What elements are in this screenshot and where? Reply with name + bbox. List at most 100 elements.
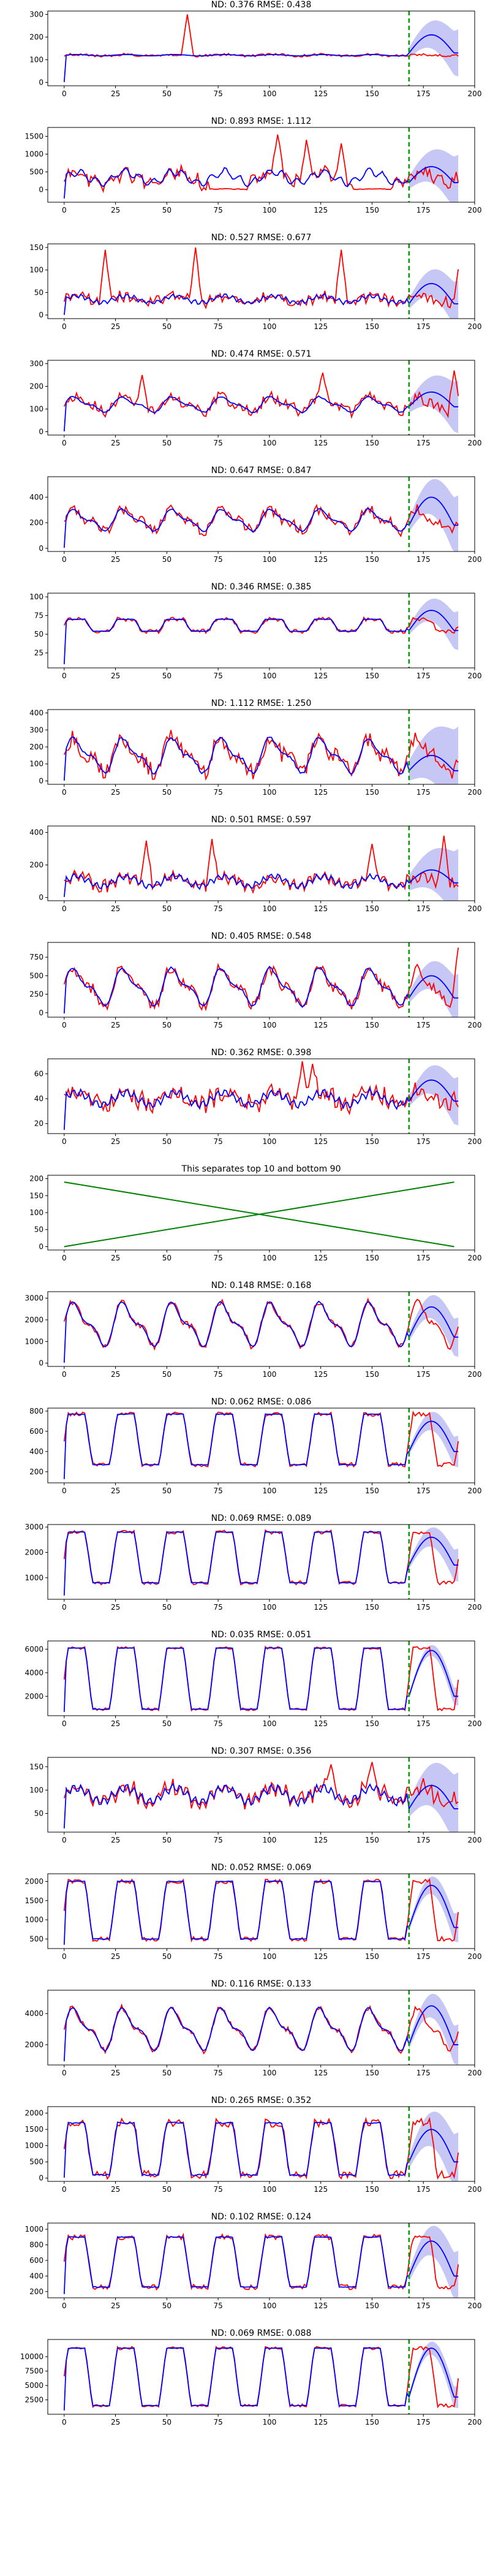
x-tick-label: 0 — [62, 1487, 67, 1495]
plot-area — [63, 1990, 459, 2065]
subplot-16: ND: 0.307 RMSE: 0.356 0 25 50 75 100 125 150 175… — [29, 1746, 481, 1844]
x-tick-label: 200 — [468, 2301, 482, 2310]
x-tick-label: 100 — [262, 2301, 276, 2310]
forecast-line — [63, 2121, 459, 2178]
x-tick-label: 25 — [111, 439, 120, 447]
confidence-band — [409, 961, 459, 1017]
axes-frame — [47, 360, 475, 436]
subplot-6: ND: 0.346 RMSE: 0.385 0 25 50 75 100 125 150 175… — [29, 582, 481, 680]
subplot-20: ND: 0.102 RMSE: 0.124 0 25 50 75 100 125 150 175… — [24, 2212, 481, 2310]
x-tick-label: 50 — [162, 1137, 172, 1146]
axes-frame — [47, 1407, 475, 1483]
y-tick-label: 1000 — [24, 1574, 43, 1582]
subplot-2: ND: 0.893 RMSE: 1.112 0 25 50 75 100 125 150 175… — [24, 116, 481, 214]
x-tick-label: 100 — [262, 89, 276, 98]
x-tick-label: 75 — [213, 1254, 222, 1262]
y-tick-label: 0 — [39, 1242, 43, 1251]
y-tick-label: 500 — [29, 168, 43, 176]
x-tick-label: 75 — [213, 2069, 222, 2077]
plot-area — [63, 593, 459, 668]
x-tick-label: 150 — [365, 788, 379, 797]
x-tick-label: 50 — [162, 672, 172, 680]
y-tick-label: 600 — [29, 1427, 43, 1436]
x-tick-label: 0 — [62, 1836, 67, 1844]
y-tick-label: 1000 — [24, 1915, 43, 1924]
y-tick-label: 20 — [34, 1119, 43, 1128]
x-tick-label: 175 — [417, 555, 431, 564]
x-tick-label: 125 — [314, 2185, 328, 2194]
x-tick-label: 175 — [417, 1021, 431, 1029]
subplot-17: ND: 0.052 RMSE: 0.069 0 25 50 75 100 125 150 175… — [24, 1863, 481, 1961]
subplot-12: ND: 0.148 RMSE: 0.168 0 25 50 75 100 125 150 175… — [24, 1281, 481, 1379]
x-tick-label: 200 — [468, 555, 482, 564]
y-tick-label: 1500 — [24, 1896, 43, 1905]
x-tick-label: 0 — [62, 1370, 67, 1379]
confidence-band — [409, 479, 459, 551]
x-tick-label: 0 — [62, 2301, 67, 2310]
confidence-band — [409, 1876, 459, 1942]
x-tick-label: 25 — [111, 788, 120, 797]
x-tick-label: 75 — [213, 1603, 222, 1612]
y-tick-label: 2000 — [24, 2040, 43, 2049]
x-tick-label: 200 — [468, 2185, 482, 2194]
forecast-line — [63, 736, 459, 781]
x-tick-label: 125 — [314, 89, 328, 98]
confidence-band — [409, 1645, 459, 1706]
x-tick-label: 50 — [162, 439, 172, 447]
y-tick-label: 25 — [34, 649, 43, 657]
x-tick-label: 100 — [262, 1370, 276, 1379]
x-tick-label: 50 — [162, 1370, 172, 1379]
y-tick-label: 200 — [29, 518, 43, 527]
x-tick-label: 175 — [417, 206, 431, 214]
x-tick-label: 150 — [365, 2069, 379, 2077]
x-tick-label: 100 — [262, 2185, 276, 2194]
subplot-title: ND: 0.062 RMSE: 0.086 — [211, 1397, 312, 1407]
y-tick-label: 0 — [39, 1009, 43, 1017]
x-tick-label: 0 — [62, 322, 67, 331]
x-tick-label: 200 — [468, 1021, 482, 1029]
x-tick-label: 100 — [262, 2418, 276, 2426]
y-tick-label: 0 — [39, 544, 43, 553]
x-tick-label: 125 — [314, 2069, 328, 2077]
subplot-13: ND: 0.062 RMSE: 0.086 0 25 50 75 100 125 150 175… — [29, 1397, 481, 1495]
x-tick-label: 100 — [262, 555, 276, 564]
y-tick-label: 400 — [29, 2271, 43, 2280]
y-tick-label: 60 — [34, 1069, 43, 1078]
x-tick-label: 100 — [262, 1603, 276, 1612]
subplot-14: ND: 0.069 RMSE: 0.089 0 25 50 75 100 125 150 175… — [24, 1513, 481, 1612]
forecast-line — [63, 1782, 459, 1828]
y-tick-label: 200 — [29, 2287, 43, 2296]
plot-area — [63, 1408, 459, 1483]
x-tick-label: 50 — [162, 89, 172, 98]
subplot-7: ND: 1.112 RMSE: 1.250 0 25 50 75 100 125 150 175… — [29, 699, 481, 797]
subplot-18: ND: 0.116 RMSE: 0.133 0 25 50 75 100 125 150 175… — [24, 1979, 481, 2077]
y-tick-label: 2000 — [24, 1548, 43, 1556]
x-tick-label: 100 — [262, 1254, 276, 1262]
axes-frame — [47, 825, 475, 901]
plot-area — [63, 11, 459, 86]
x-tick-label: 0 — [62, 206, 67, 214]
subplot-title: ND: 0.376 RMSE: 0.438 — [211, 0, 312, 10]
x-tick-label: 175 — [417, 904, 431, 913]
x-tick-label: 150 — [365, 1021, 379, 1029]
plot-area — [63, 1757, 459, 1832]
x-tick-label: 150 — [365, 2185, 379, 2194]
y-tick-label: 200 — [29, 1175, 43, 1183]
y-tick-label: 300 — [29, 725, 43, 734]
x-tick-label: 25 — [111, 206, 120, 214]
target-line — [63, 947, 459, 1012]
subplot-title: ND: 0.307 RMSE: 0.356 — [211, 1746, 312, 1756]
x-tick-label: 150 — [365, 2301, 379, 2310]
x-tick-label: 0 — [62, 1254, 67, 1262]
separator-line-2 — [64, 1181, 454, 1248]
y-tick-label: 500 — [29, 2157, 43, 2166]
x-tick-label: 25 — [111, 1719, 120, 1728]
y-tick-label: 400 — [29, 828, 43, 837]
x-tick-label: 50 — [162, 1603, 172, 1612]
plot-area — [63, 1292, 459, 1366]
x-tick-label: 0 — [62, 1952, 67, 1961]
subplot-title: ND: 0.102 RMSE: 0.124 — [211, 2212, 312, 2222]
y-tick-label: 500 — [29, 1934, 43, 1943]
x-tick-label: 100 — [262, 322, 276, 331]
x-tick-label: 150 — [365, 1952, 379, 1961]
